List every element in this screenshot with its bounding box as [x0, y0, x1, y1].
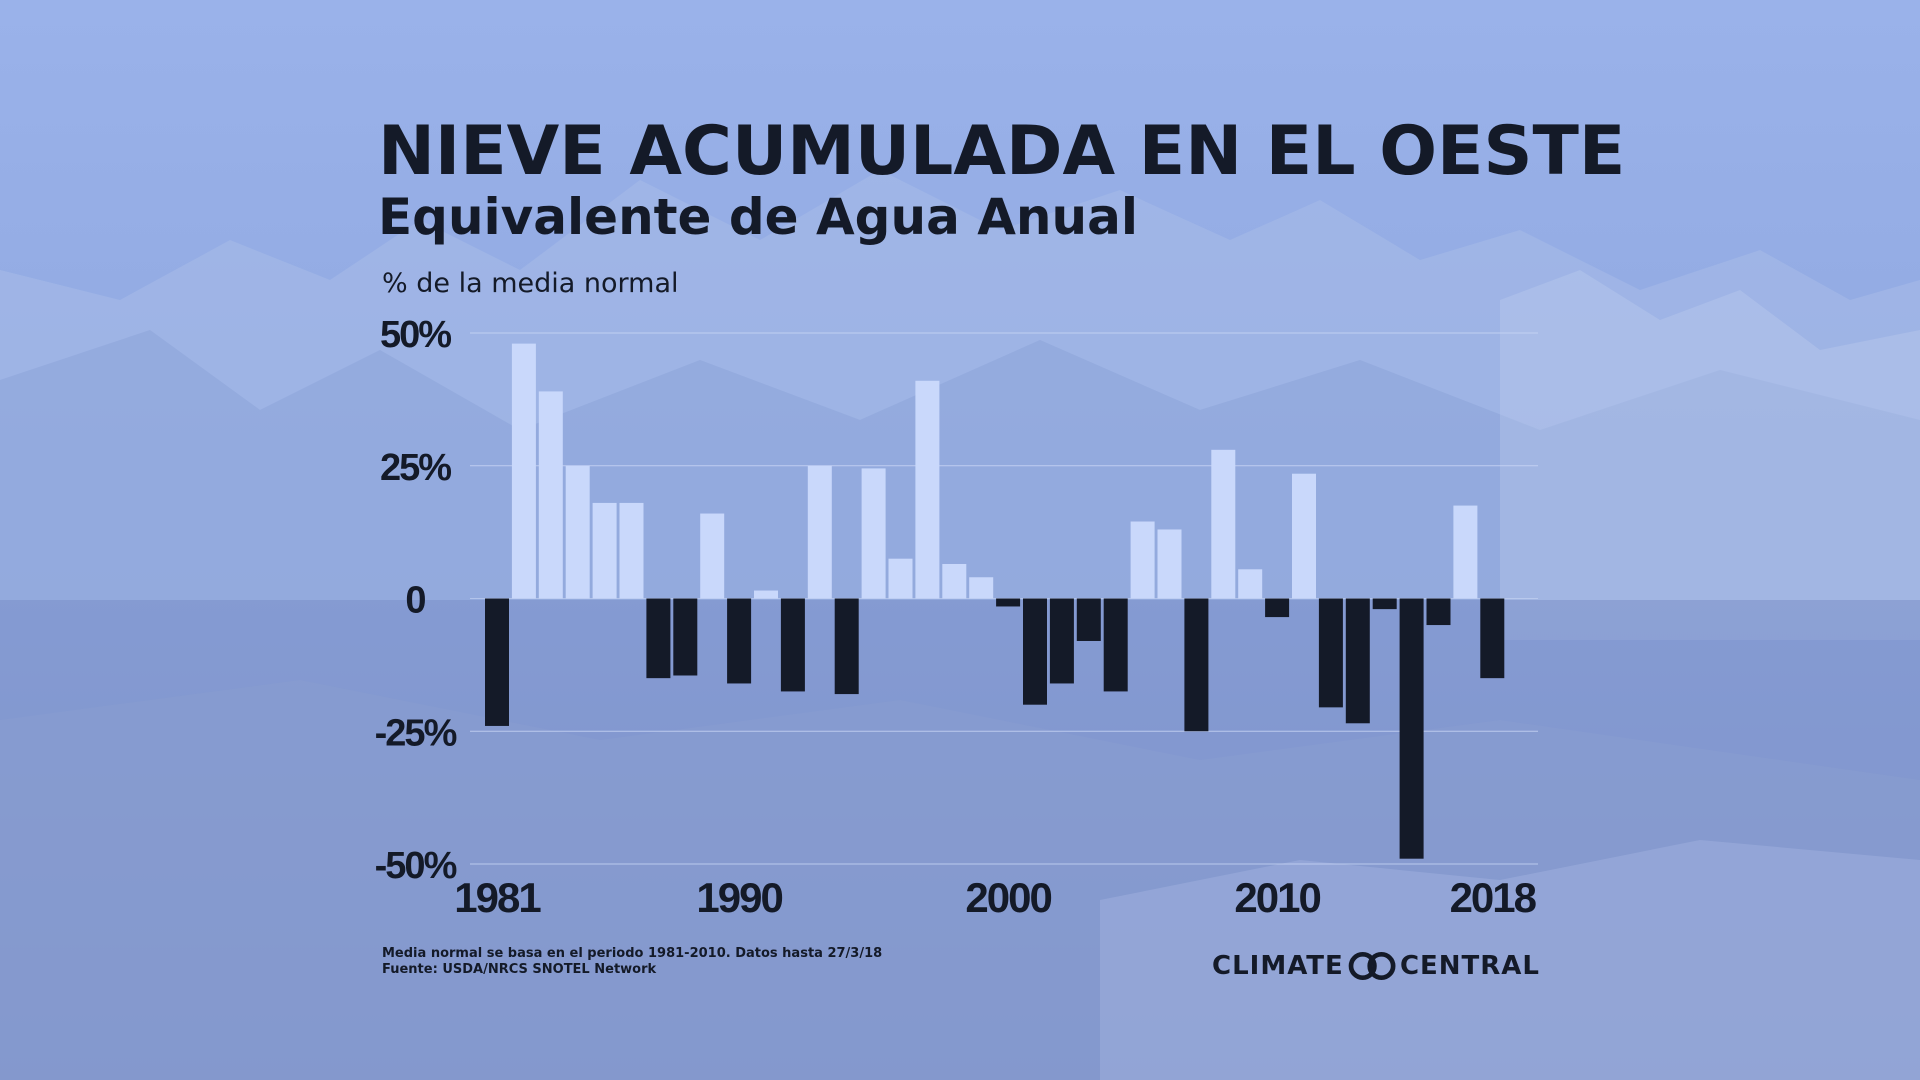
bar-2009: [1238, 569, 1263, 599]
chart-subtitle: Equivalente de Agua Anual: [378, 188, 1138, 246]
y-tick-label: -50%: [375, 845, 457, 887]
bar-2007: [1184, 598, 1209, 732]
y-tick-labels: 50% 25% 0 -25% -50%: [375, 314, 459, 887]
bar-1986: [619, 502, 644, 599]
bar-1988: [673, 598, 698, 676]
bar-1984: [565, 465, 590, 599]
bar-2003: [1076, 598, 1101, 641]
y-tick-label: 25%: [380, 447, 451, 489]
bar-2013: [1345, 598, 1370, 724]
x-tick-label: 2010: [1234, 874, 1320, 921]
x-tick-label: 2000: [965, 874, 1051, 921]
bar-2014: [1372, 598, 1397, 610]
x-tick-label: 2018: [1450, 874, 1537, 921]
footnote: Media normal se basa en el periodo 1981-…: [382, 946, 882, 978]
bar-2000: [996, 598, 1021, 607]
footnote-source: Fuente: USDA/NRCS SNOTEL Network: [382, 962, 657, 977]
footnote-normal-period: Media normal se basa en el periodo 1981-…: [382, 946, 883, 961]
y-tick-label: -25%: [375, 712, 457, 754]
climate-central-logo: CLIMATE CENTRAL: [1212, 946, 1540, 986]
logo-text-central: CENTRAL: [1399, 951, 1540, 981]
bar-1983: [538, 391, 563, 599]
bar-1990: [727, 598, 752, 684]
bar-2015: [1399, 598, 1424, 859]
bar-1987: [646, 598, 671, 679]
bar-1991: [754, 590, 778, 599]
logo-text-climate: CLIMATE: [1212, 951, 1344, 981]
bar-1995: [861, 468, 886, 599]
interlocking-circles-icon: [1348, 951, 1396, 981]
y-tick-label: 50%: [380, 314, 451, 356]
bar-1999: [969, 577, 994, 599]
bar-1992: [780, 598, 805, 692]
bar-1997: [915, 380, 940, 599]
y-axis-label: % de la media normal: [382, 268, 679, 299]
bar-1994: [834, 598, 859, 695]
bar-1989: [700, 513, 725, 599]
bar-1981: [485, 598, 509, 726]
bar-2005: [1130, 521, 1155, 599]
bar-2017: [1453, 505, 1478, 599]
x-tick-labels: 1981 1990 2000 2010 2018: [454, 874, 1538, 921]
bar-1998: [942, 563, 967, 599]
bar-2010: [1265, 598, 1290, 618]
bar-1982: [511, 343, 536, 599]
bar-2002: [1049, 598, 1074, 684]
bar-2011: [1292, 473, 1316, 599]
bars: [485, 343, 1505, 859]
y-tick-label: 0: [405, 580, 425, 622]
bar-2018: [1480, 598, 1505, 679]
bar-2004: [1103, 598, 1128, 692]
bar-2001: [1023, 598, 1047, 705]
bar-2012: [1318, 598, 1343, 708]
bar-2006: [1157, 529, 1182, 599]
bar-1993: [807, 465, 832, 599]
chart-title: NIEVE ACUMULADA EN EL OESTE: [378, 112, 1626, 191]
x-tick-label: 1990: [696, 874, 782, 921]
bar-1996: [888, 558, 913, 599]
bar-2016: [1426, 598, 1451, 626]
x-tick-label: 1981: [454, 874, 541, 921]
bar-2008: [1211, 449, 1236, 599]
bar-1985: [592, 502, 617, 599]
